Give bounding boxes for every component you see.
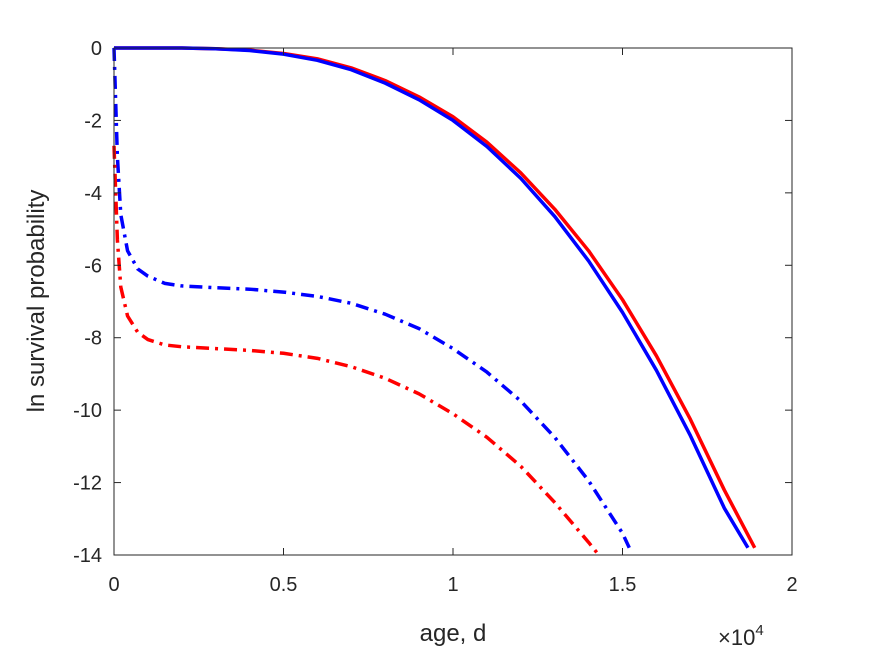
series-line-3 [112, 47, 631, 549]
y-axis: 0 -2 -4 -6 -8 -10 -12 -14 [73, 38, 792, 567]
y-tick-label: -14 [73, 545, 102, 567]
series-line-2 [114, 46, 750, 549]
x-tick-label: 0 [108, 574, 119, 596]
y-tick-label: -12 [73, 473, 102, 495]
plot-background [114, 48, 792, 555]
y-tick-label: -6 [84, 255, 102, 277]
y-tick-label: 0 [91, 38, 102, 60]
x-tick-label: 1.5 [609, 574, 637, 596]
x-tick-label: 2 [786, 574, 797, 596]
x-tick-label: 1 [447, 574, 458, 596]
x-exponent-label: ×104 [718, 622, 764, 650]
y-tick-label: -4 [84, 183, 102, 205]
y-tick-label: -8 [84, 328, 102, 350]
y-axis-title: ln survival probability [23, 190, 50, 413]
x-axis: 0 0.5 1 1.5 2 [108, 48, 798, 596]
y-tick-label: -2 [84, 110, 102, 132]
y-tick-label: -10 [73, 400, 102, 422]
x-axis-title: age, d [420, 620, 487, 647]
series-layer [112, 46, 757, 557]
x-tick-label: 0.5 [270, 574, 298, 596]
